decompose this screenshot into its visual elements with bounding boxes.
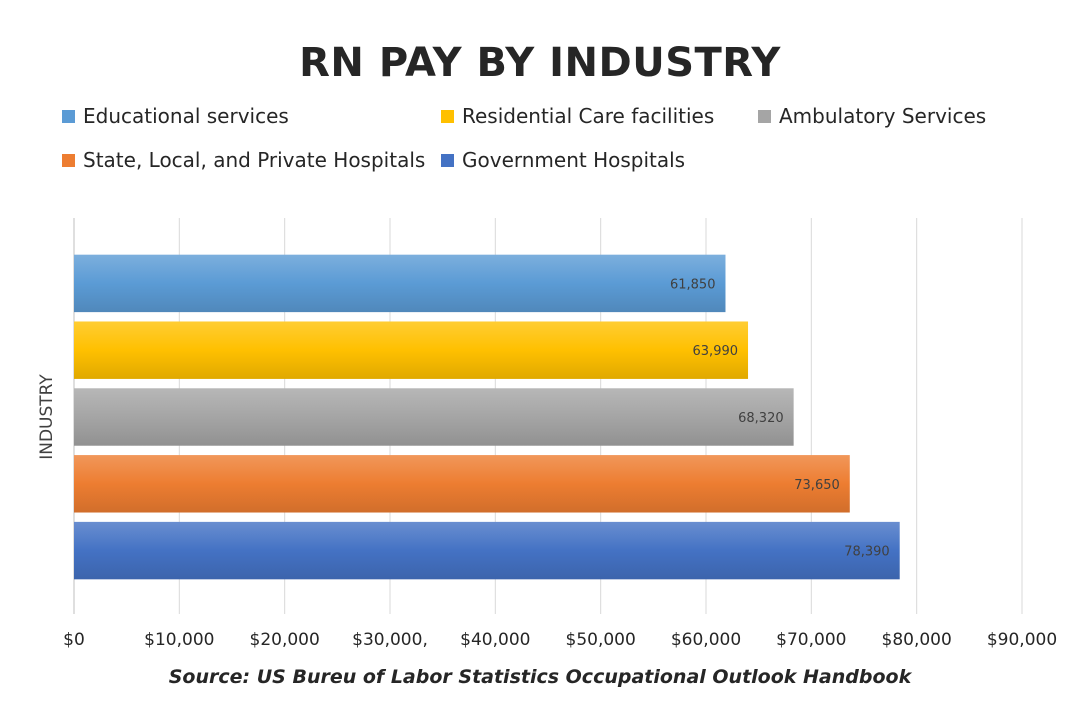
data-label: 73,650 xyxy=(794,478,840,493)
legend-label: Ambulatory Services xyxy=(779,104,987,128)
legend-label: State, Local, and Private Hospitals xyxy=(83,148,426,172)
legend-swatch xyxy=(758,109,771,123)
x-tick-label: $50,000 xyxy=(566,630,636,650)
legend-item-residential-care: Residential Care facilities xyxy=(441,104,714,128)
x-tick-label: $40,000 xyxy=(460,630,530,650)
legend-swatch xyxy=(441,153,454,167)
legend-item-government-hospitals: Government Hospitals xyxy=(441,148,685,172)
x-tick-label: $10,000 xyxy=(144,630,214,650)
x-tick-label: $30,000, xyxy=(352,630,428,650)
legend-item-educational-services: Educational services xyxy=(62,104,289,128)
legend-label: Government Hospitals xyxy=(462,148,686,172)
x-tick-label: $0 xyxy=(63,630,85,650)
data-label: 61,850 xyxy=(670,277,716,292)
data-label: 68,320 xyxy=(738,411,784,426)
x-tick-label: $20,000 xyxy=(250,630,320,650)
bar-state-local-and-private-hospitals xyxy=(74,455,850,513)
legend-swatch xyxy=(441,109,454,123)
source-note: Source: US Bureu of Labor Statistics Occ… xyxy=(168,666,912,688)
bar-residential-care-facilities xyxy=(74,321,749,379)
x-tick-label: $70,000 xyxy=(776,630,846,650)
tick-layer: $0 $10,000 $20,000 $30,000, $40,000 $50,000 $6… xyxy=(63,630,1057,650)
x-tick-label: $90,000 xyxy=(987,630,1057,650)
chart-title: RN PAY BY INDUSTRY xyxy=(299,40,781,86)
legend-item-ambulatory-services: Ambulatory Services xyxy=(758,104,986,128)
legend-label: Educational services xyxy=(83,104,289,128)
bar-government-hospitals xyxy=(74,521,900,580)
data-label: 78,390 xyxy=(844,545,890,560)
bar-ambulatory-services xyxy=(74,388,794,446)
x-tick-label: $80,000 xyxy=(882,630,952,650)
bar-layer: 61,850 63,990 68,320 73,650 78,390 xyxy=(74,254,900,580)
legend-label: Residential Care facilities xyxy=(462,104,715,128)
legend-swatch xyxy=(62,153,75,167)
data-label: 63,990 xyxy=(693,344,739,359)
legend-item-state-local-private-hospitals: State, Local, and Private Hospitals xyxy=(62,148,425,172)
x-tick-label: $60,000 xyxy=(671,630,741,650)
legend-swatch xyxy=(62,109,75,123)
bar-educational-services xyxy=(74,254,726,313)
